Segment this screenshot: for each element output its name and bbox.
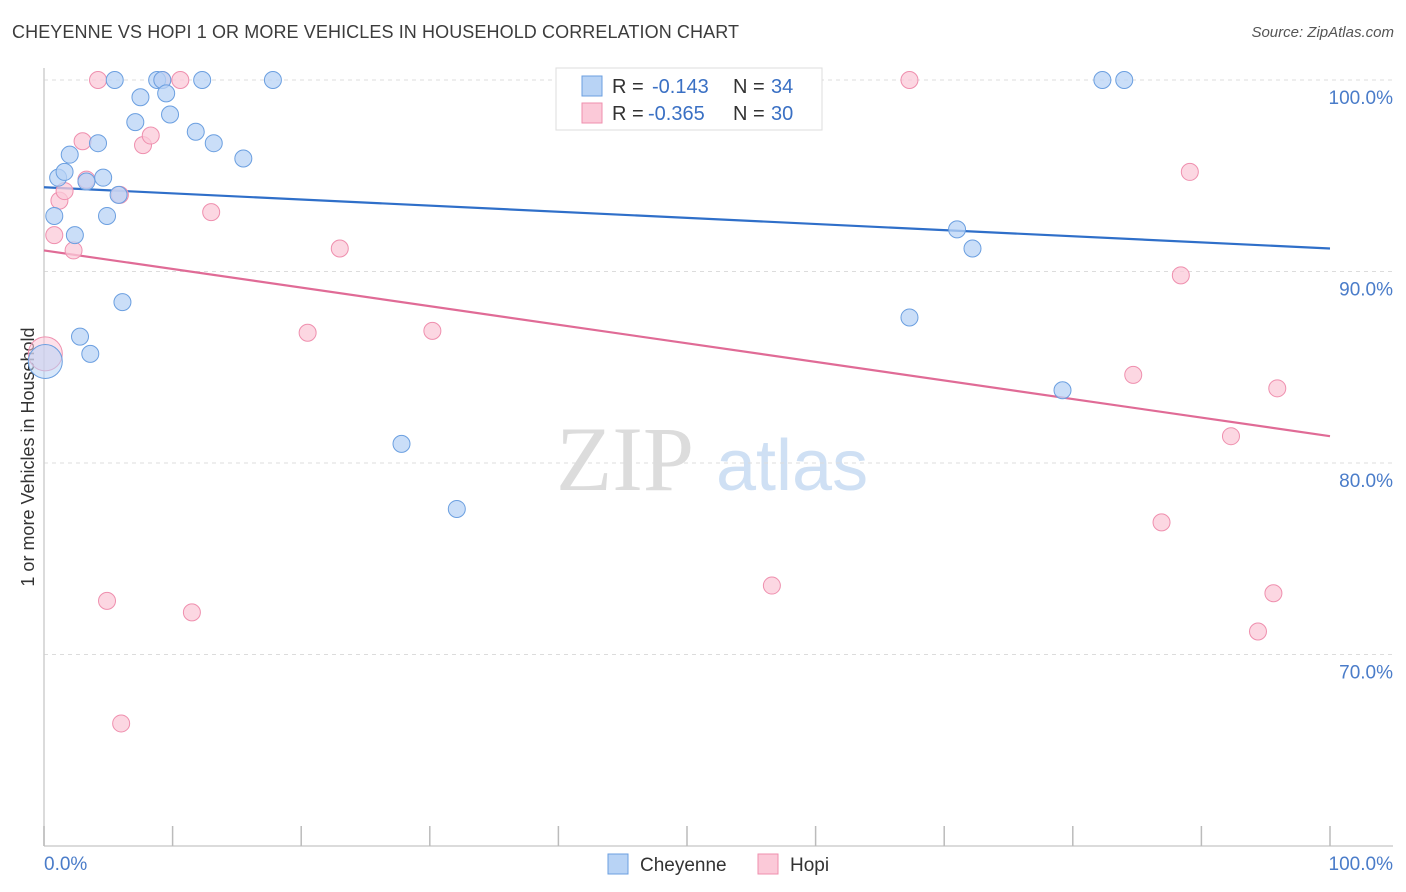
cheyenne-point	[89, 134, 108, 153]
legend-cheyenne-label: Cheyenne	[640, 855, 727, 876]
watermark-zip: ZIP	[556, 408, 694, 510]
cheyenne-point	[113, 293, 132, 312]
cheyenne-point	[900, 308, 919, 327]
series-legend: Cheyenne Hopi	[607, 853, 829, 876]
hopi-point	[1248, 622, 1267, 641]
x-axis-ticks	[43, 826, 1331, 846]
hopi-point	[1268, 379, 1287, 398]
x-tick-label-max: 100.0%	[1329, 854, 1394, 875]
y-axis-title: 1 or more Vehicles in Household	[18, 327, 38, 586]
cheyenne-point	[1053, 381, 1072, 400]
cheyenne-point	[105, 71, 124, 89]
cheyenne-point	[65, 226, 84, 245]
cheyenne-point	[1093, 71, 1112, 89]
cheyenne-point	[204, 134, 223, 153]
cheyenne-point	[392, 434, 411, 453]
legend-hopi-label: Hopi	[790, 855, 829, 876]
cheyenne-point	[98, 206, 117, 225]
source-credit: Source: ZipAtlas.com	[1251, 24, 1394, 41]
hopi-point	[1152, 513, 1171, 532]
cheyenne-point	[263, 71, 282, 89]
cheyenne-point	[131, 88, 150, 107]
cheyenne-legend-swatch	[581, 75, 603, 97]
legend-hopi-swatch	[757, 853, 779, 875]
hopi-point	[202, 203, 221, 222]
hopi-trend-line	[43, 249, 1331, 438]
hopi-point	[298, 323, 317, 342]
axes	[43, 68, 1393, 847]
hopi-point	[73, 132, 92, 151]
hopi-point	[64, 241, 83, 260]
cheyenne-n-value: 34	[771, 76, 793, 98]
cheyenne-trend-line	[43, 186, 1331, 250]
cheyenne-n-label: N =	[733, 76, 765, 98]
hopi-n-value: 30	[771, 103, 793, 125]
cheyenne-r-value: -0.143	[652, 76, 709, 98]
hopi-point	[423, 321, 442, 340]
cheyenne-point	[81, 344, 100, 363]
hopi-legend-swatch	[581, 102, 603, 124]
cheyenne-point	[948, 220, 967, 239]
cheyenne-point	[77, 172, 96, 191]
hopi-point	[89, 71, 108, 89]
stats-legend: R = -0.143 N = 34 R = -0.365 N = 30	[555, 67, 823, 131]
y-tick-label: 70.0%	[1339, 663, 1393, 684]
cheyenne-point	[1115, 71, 1134, 89]
cheyenne-point	[157, 84, 176, 103]
trend-lines	[43, 186, 1331, 438]
hopi-point	[1124, 365, 1143, 384]
hopi-point	[330, 239, 349, 258]
hopi-point	[98, 591, 117, 610]
cheyenne-point	[109, 185, 128, 204]
cheyenne-point	[126, 113, 145, 132]
hopi-point	[182, 603, 201, 622]
cheyenne-point	[60, 145, 79, 164]
cheyenne-point	[55, 162, 74, 181]
hopi-point	[45, 226, 64, 245]
cheyenne-r-label: R =	[612, 76, 644, 98]
hopi-point	[112, 714, 131, 733]
hopi-point	[762, 576, 781, 595]
hopi-r-label: R =	[612, 103, 644, 125]
hopi-point	[1171, 266, 1190, 285]
watermark-atlas: atlas	[716, 426, 868, 506]
cheyenne-point	[963, 239, 982, 258]
chart-title: CHEYENNE VS HOPI 1 OR MORE VEHICLES IN H…	[12, 22, 740, 42]
x-tick-label-min: 0.0%	[44, 854, 87, 875]
hopi-point	[1180, 162, 1199, 181]
cheyenne-point	[94, 168, 113, 187]
y-tick-label: 100.0%	[1329, 88, 1394, 109]
legend-cheyenne-swatch	[607, 853, 629, 875]
cheyenne-point	[186, 122, 205, 141]
cheyenne-point	[193, 71, 212, 89]
hopi-n-label: N =	[733, 103, 765, 125]
y-axis-tick-labels: 70.0% 80.0% 90.0% 100.0%	[1329, 88, 1394, 684]
scatter-points	[27, 71, 1287, 733]
cheyenne-point	[447, 499, 466, 518]
hopi-point	[900, 71, 919, 89]
y-tick-label: 80.0%	[1339, 471, 1393, 492]
hopi-point	[1221, 427, 1240, 446]
y-tick-label: 90.0%	[1339, 280, 1393, 301]
cheyenne-point	[161, 105, 180, 124]
hopi-point	[1264, 584, 1283, 603]
hopi-r-value: -0.365	[648, 103, 705, 125]
cheyenne-point	[45, 206, 64, 225]
hopi-point	[171, 71, 190, 89]
cheyenne-point	[27, 344, 63, 380]
hopi-point	[141, 126, 160, 145]
cheyenne-point	[71, 327, 90, 346]
cheyenne-point	[234, 149, 253, 168]
